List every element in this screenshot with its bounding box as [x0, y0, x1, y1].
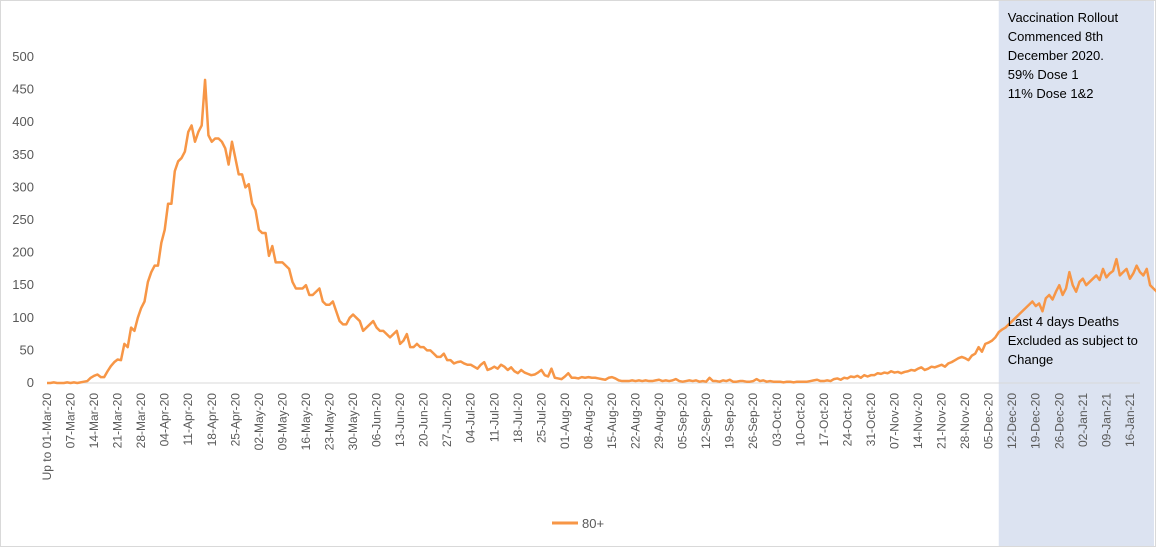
x-tick-label: 06-Jun-20: [370, 393, 384, 447]
x-tick-label: 14-Mar-20: [87, 393, 101, 449]
x-tick-label: 29-Aug-20: [652, 393, 666, 449]
legend-label: 80+: [582, 516, 604, 531]
annotation-deaths-line: Change: [1008, 352, 1054, 367]
x-tick-label: 11-Apr-20: [181, 393, 195, 446]
x-tick-label: 18-Jul-20: [511, 393, 525, 443]
x-tick-label: 27-Jun-20: [440, 393, 454, 447]
x-tick-label: 23-May-20: [322, 393, 336, 451]
x-tick-label: 01-Aug-20: [558, 393, 572, 449]
x-tick-label: 07-Nov-20: [887, 393, 901, 449]
annotation-vaccination-line: Vaccination Rollout: [1008, 10, 1119, 25]
x-tick-label: 24-Oct-20: [840, 393, 854, 447]
x-tick-label: 21-Nov-20: [935, 393, 949, 449]
annotation-vaccination-line: December 2020.: [1008, 48, 1104, 63]
x-tick-label: 25-Apr-20: [228, 393, 242, 447]
x-tick-label: Up to 01-Mar-20: [40, 393, 54, 481]
x-tick-label: 09-May-20: [275, 393, 289, 451]
x-tick-label: 14-Nov-20: [911, 393, 925, 449]
x-tick-label: 10-Oct-20: [793, 393, 807, 447]
y-tick-label: 50: [20, 342, 34, 357]
x-tick-label: 19-Sep-20: [723, 393, 737, 449]
x-tick-label: 05-Dec-20: [982, 393, 996, 449]
x-tick-label: 19-Dec-20: [1029, 393, 1043, 449]
x-tick-label: 28-Nov-20: [958, 393, 972, 449]
x-tick-label: 08-Aug-20: [581, 393, 595, 449]
y-tick-label: 150: [12, 277, 34, 292]
y-tick-label: 350: [12, 147, 34, 162]
x-tick-label: 02-May-20: [252, 393, 266, 451]
x-tick-label: 31-Oct-20: [864, 393, 878, 447]
y-tick-label: 450: [12, 82, 34, 97]
x-tick-label: 26-Sep-20: [746, 393, 760, 449]
series-line-80-plus: [47, 78, 1156, 385]
x-tick-label: 22-Aug-20: [629, 393, 643, 449]
x-tick-label: 21-Mar-20: [111, 393, 125, 449]
annotation-vaccination-line: Commenced 8th: [1008, 29, 1103, 44]
x-tick-label: 04-Apr-20: [158, 393, 172, 447]
x-tick-label: 16-May-20: [299, 393, 313, 451]
x-tick-label: 12-Dec-20: [1005, 393, 1019, 449]
vaccination-period-shade: [998, 1, 1154, 546]
y-tick-label: 250: [12, 212, 34, 227]
x-tick-label: 25-Jul-20: [534, 393, 548, 443]
x-tick-label: 09-Jan-21: [1099, 393, 1113, 447]
x-tick-label: 28-Mar-20: [134, 393, 148, 449]
x-tick-label: 26-Dec-20: [1052, 393, 1066, 449]
annotation-deaths-line: Last 4 days Deaths: [1008, 314, 1120, 329]
x-tick-label: 11-Jul-20: [487, 393, 501, 442]
y-tick-label: 300: [12, 179, 34, 194]
x-tick-label: 13-Jun-20: [393, 393, 407, 447]
y-tick-label: 100: [12, 310, 34, 325]
x-tick-label: 17-Oct-20: [817, 393, 831, 447]
x-tick-label: 04-Jul-20: [464, 393, 478, 443]
x-tick-label: 02-Jan-21: [1076, 393, 1090, 447]
annotation-vaccination-line: 11% Dose 1&2: [1008, 86, 1094, 101]
x-tick-label: 07-Mar-20: [64, 393, 78, 449]
x-tick-label: 20-Jun-20: [417, 393, 431, 447]
x-tick-label: 16-Jan-21: [1123, 393, 1137, 447]
x-tick-label: 12-Sep-20: [699, 393, 713, 449]
x-tick-label: 30-May-20: [346, 393, 360, 451]
x-tick-label: 05-Sep-20: [676, 393, 690, 449]
annotation-vaccination-line: 59% Dose 1: [1008, 67, 1079, 82]
annotation-deaths-line: Excluded as subject to: [1008, 333, 1138, 348]
x-tick-label: 03-Oct-20: [770, 393, 784, 447]
y-tick-label: 0: [27, 375, 34, 390]
y-tick-label: 400: [12, 114, 34, 129]
y-tick-label: 200: [12, 245, 34, 260]
x-tick-label: 18-Apr-20: [205, 393, 219, 447]
x-tick-label: 15-Aug-20: [605, 393, 619, 449]
y-tick-label: 500: [12, 49, 34, 64]
